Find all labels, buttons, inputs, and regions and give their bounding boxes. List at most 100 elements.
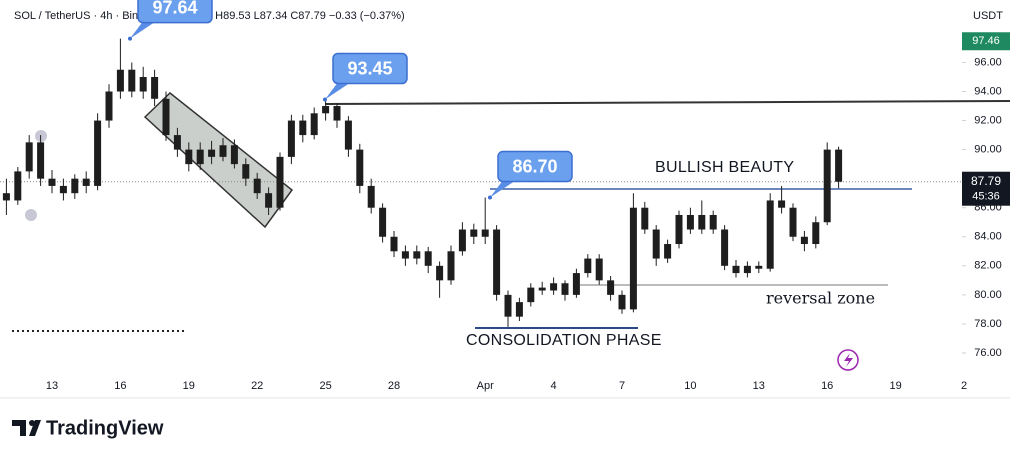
candle-body xyxy=(37,142,45,179)
candle-body xyxy=(778,200,786,208)
candle-body xyxy=(265,193,273,208)
annotation: BULLISH BEAUTY xyxy=(655,159,794,176)
candle-body xyxy=(185,149,193,165)
candle-body xyxy=(823,149,831,223)
x-tick-label: 25 xyxy=(319,380,331,392)
candle-body xyxy=(835,149,843,182)
candle-body xyxy=(219,145,227,157)
x-tick-label: Apr xyxy=(477,380,494,392)
candle-body xyxy=(538,287,546,291)
candle-body xyxy=(789,207,797,237)
callout-label: 93.45 xyxy=(347,58,392,78)
candle-body xyxy=(162,98,170,136)
candle-body xyxy=(698,214,706,230)
candle-body xyxy=(607,280,615,295)
candle-body xyxy=(276,156,284,208)
x-tick-label: 22 xyxy=(251,380,263,392)
candle-body xyxy=(766,200,774,269)
candle-body xyxy=(401,251,409,259)
callout-box xyxy=(130,22,154,39)
candle-body xyxy=(595,258,603,281)
candle-body xyxy=(71,178,79,194)
y-tick-label: 80.00 xyxy=(974,289,1002,301)
y-tick-label: 76.00 xyxy=(974,347,1002,359)
candle-body xyxy=(310,113,318,136)
candle-body xyxy=(151,76,159,99)
candle-body xyxy=(299,120,307,136)
y-tick-label: 84.00 xyxy=(974,231,1002,243)
candle-body xyxy=(447,251,455,281)
callout-label: 86.70 xyxy=(512,156,557,176)
y-tick-label: 94.00 xyxy=(974,85,1002,97)
annotation: CONSOLIDATION PHASE xyxy=(466,332,662,349)
callout-box xyxy=(497,150,573,183)
candle-body xyxy=(732,265,740,274)
candle-body xyxy=(800,236,808,245)
candle-body xyxy=(675,214,683,245)
candle-body xyxy=(94,120,102,186)
candle-body xyxy=(618,294,626,310)
event-marker[interactable] xyxy=(25,209,37,221)
callout-box xyxy=(137,0,213,24)
currency: USDT xyxy=(973,10,1003,22)
candle-body xyxy=(59,185,67,194)
candle-body xyxy=(379,207,387,237)
annotation: reversal zone xyxy=(766,289,875,308)
x-tick-label: 28 xyxy=(388,380,400,392)
candle-body xyxy=(287,120,295,157)
candle-body xyxy=(139,76,147,92)
candle-body xyxy=(561,283,569,295)
alert-bolt xyxy=(844,353,853,367)
candle-body xyxy=(105,91,113,121)
resistance-line xyxy=(324,100,1011,105)
callout-box xyxy=(490,181,514,198)
candle-body xyxy=(458,229,466,252)
candle-body xyxy=(356,149,364,186)
candle-body xyxy=(344,120,352,150)
candle-body xyxy=(436,265,444,281)
y-tick-label: 78.00 xyxy=(974,318,1002,330)
logo-dot xyxy=(29,420,35,426)
candle-body xyxy=(812,222,820,245)
candle-body xyxy=(390,236,398,252)
candle-body xyxy=(82,178,90,186)
callout-box xyxy=(325,83,349,100)
candle-body xyxy=(424,251,432,266)
candle-body xyxy=(230,145,238,165)
x-tick-label: 10 xyxy=(684,380,696,392)
candle-body xyxy=(116,69,124,92)
candle-body xyxy=(48,178,56,186)
candle-body xyxy=(493,229,501,295)
countdown: 45:36 xyxy=(972,191,1000,203)
candle-body xyxy=(242,164,250,179)
marker-price-box xyxy=(962,32,1010,51)
candle-body xyxy=(2,193,10,201)
x-tick-label: 2 xyxy=(961,380,967,392)
candle-body xyxy=(515,302,523,317)
candle-body xyxy=(333,106,341,121)
candle-body xyxy=(128,69,136,92)
callout-label: 97.64 xyxy=(152,0,197,17)
candle-body xyxy=(755,265,763,269)
marker-price-label: 97.46 xyxy=(972,35,1000,47)
candle-body xyxy=(173,135,181,150)
candle-body xyxy=(196,149,204,165)
candle-body xyxy=(470,229,478,237)
candle-body xyxy=(629,207,637,310)
candle-body xyxy=(572,273,580,295)
candle-body xyxy=(481,229,489,237)
candle-body xyxy=(253,178,261,194)
alert-icon[interactable] xyxy=(837,349,859,371)
x-tick-label: 13 xyxy=(46,380,58,392)
channel-box xyxy=(143,92,294,229)
candle-body xyxy=(652,229,660,259)
candle-body xyxy=(721,229,729,266)
candle-body xyxy=(367,185,375,208)
candle-body xyxy=(413,251,421,259)
candle-body xyxy=(743,265,751,274)
candle-body xyxy=(584,258,592,274)
x-tick-label: 16 xyxy=(114,380,126,392)
x-tick-label: 19 xyxy=(889,380,901,392)
